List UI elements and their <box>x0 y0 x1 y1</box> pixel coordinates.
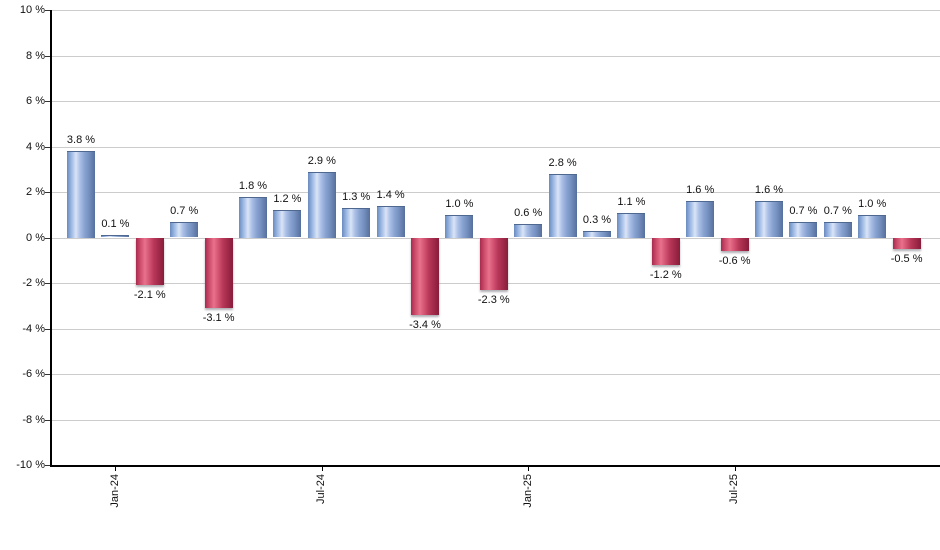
y-gridline <box>51 420 940 421</box>
bar-value-label: 1.3 % <box>342 190 371 203</box>
bar <box>858 214 887 238</box>
x-axis-tick <box>528 465 530 471</box>
bar-value-label: 1.6 % <box>686 184 715 197</box>
y-axis-label: -10 % <box>16 459 45 471</box>
y-axis-label: 10 % <box>19 4 45 16</box>
bar-value-label: 1.6 % <box>754 184 784 197</box>
bar <box>411 237 439 315</box>
bar-value-label: -1.2 % <box>649 268 682 281</box>
bar-value-label: 0.7 % <box>170 204 199 217</box>
x-axis-label: Jul-25 <box>728 474 741 504</box>
y-gridline <box>51 101 940 102</box>
bar <box>583 230 611 238</box>
bar <box>273 210 302 238</box>
y-gridline <box>51 10 940 11</box>
y-axis-label: 8 % <box>26 50 45 62</box>
bar-value-label: 0.3 % <box>582 213 612 226</box>
y-axis-label: 6 % <box>26 95 45 107</box>
y-axis-tick <box>45 238 50 239</box>
bar-value-label: 0.6 % <box>514 206 543 219</box>
bar <box>170 221 199 238</box>
bar-value-label: 1.2 % <box>273 193 302 206</box>
y-axis-tick <box>45 10 50 11</box>
x-axis-tick <box>115 465 117 471</box>
y-axis-label: -2 % <box>22 277 45 289</box>
bar-value-label: -3.1 % <box>202 312 235 324</box>
y-gridline <box>51 192 940 193</box>
y-axis-tick <box>45 420 50 421</box>
bar <box>755 201 783 238</box>
bar <box>720 237 749 252</box>
x-axis-label: Jul-24 <box>315 474 328 504</box>
bar <box>239 196 267 238</box>
y-axis-label: 4 % <box>26 141 45 153</box>
bar-value-label: -3.4 % <box>409 318 441 331</box>
bar <box>617 212 646 238</box>
bar <box>307 171 336 238</box>
bar <box>892 237 921 249</box>
bar-value-label: 3.8 % <box>66 134 96 147</box>
bar <box>376 205 405 238</box>
y-axis-label: -8 % <box>22 414 45 426</box>
x-axis-label: Jan-24 <box>108 474 121 508</box>
x-axis-label: Jan-25 <box>521 474 534 508</box>
y-axis-tick <box>45 465 50 466</box>
bar-value-label: 2.8 % <box>548 156 577 169</box>
bar-value-label: 1.4 % <box>376 188 405 201</box>
x-axis-tick <box>734 465 736 471</box>
bar <box>204 237 233 308</box>
bar-value-label: -2.3 % <box>477 293 510 306</box>
y-axis-label: 0 % <box>26 232 45 244</box>
y-axis-tick <box>45 56 50 57</box>
bar <box>789 221 818 238</box>
bar-value-label: -0.6 % <box>718 255 751 268</box>
x-axis-line <box>50 465 940 467</box>
bar-value-label: 0.7 % <box>789 204 818 217</box>
bar-value-label: 1.8 % <box>238 179 268 192</box>
bar-value-label: -2.1 % <box>133 289 166 302</box>
y-gridline <box>51 374 940 375</box>
y-gridline <box>51 147 940 148</box>
y-axis-tick <box>45 329 50 330</box>
bar <box>479 237 508 290</box>
y-axis-tick <box>45 147 50 148</box>
y-axis-tick <box>45 283 50 284</box>
bar <box>651 237 680 265</box>
bar <box>342 207 371 238</box>
y-gridline <box>51 329 940 330</box>
bar <box>686 201 715 238</box>
bar-value-label: 0.7 % <box>823 204 852 217</box>
bar <box>67 151 95 238</box>
y-axis-tick <box>45 374 50 375</box>
bar <box>514 223 543 238</box>
bar-value-label: -0.5 % <box>890 252 923 265</box>
x-axis-tick <box>321 465 323 471</box>
y-axis-tick <box>45 192 50 193</box>
y-axis-label: -4 % <box>22 323 45 335</box>
y-axis-line <box>50 10 52 467</box>
bar-value-label: 1.0 % <box>858 197 887 210</box>
bar <box>548 173 577 238</box>
bar-value-label: 2.9 % <box>307 154 336 167</box>
y-axis-label: -6 % <box>22 368 45 380</box>
y-axis-tick <box>45 101 50 102</box>
bar-value-label: 1.0 % <box>445 197 474 210</box>
bar <box>135 237 164 286</box>
bar <box>101 235 130 238</box>
bar <box>445 214 474 238</box>
bar <box>823 221 852 238</box>
y-gridline <box>51 56 940 57</box>
bar-value-label: 1.1 % <box>617 195 646 208</box>
bar-value-label: 0.1 % <box>101 218 130 231</box>
y-axis-label: 2 % <box>26 186 45 198</box>
